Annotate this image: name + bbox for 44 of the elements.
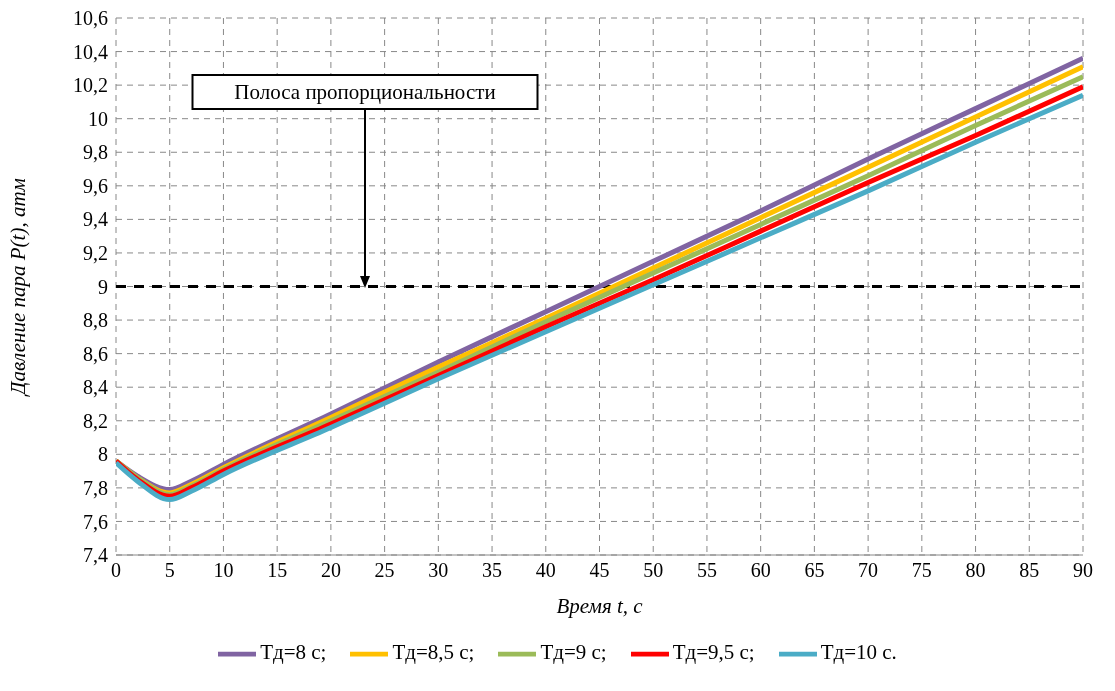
legend-label: Тд=10 с.: [820, 639, 897, 664]
y-tick-label: 10,6: [73, 7, 108, 30]
legend-label: Тд=9 с;: [540, 639, 607, 664]
x-tick-label: 5: [164, 559, 175, 582]
x-tick-label: 20: [320, 559, 341, 582]
y-axis-title: Давление пара P(t), атм: [6, 178, 31, 397]
legend-label: Тд=9,5 с;: [672, 639, 755, 664]
x-tick-label: 25: [374, 559, 395, 582]
x-tick-label: 0: [111, 559, 121, 582]
x-tick-label: 75: [911, 559, 932, 582]
y-tick-label: 8,6: [83, 342, 108, 365]
annotation: Полоса пропорциональности: [234, 80, 496, 104]
legend-label: Тд=8 с;: [260, 639, 327, 664]
x-tick-label: 60: [750, 559, 771, 582]
x-tick-label: 35: [482, 559, 503, 582]
x-tick-label: 30: [428, 559, 449, 582]
x-tick-label: 15: [267, 559, 288, 582]
y-tick-label: 7,6: [83, 510, 108, 533]
x-tick-label: 55: [696, 559, 717, 582]
x-tick-label: 85: [1019, 559, 1040, 582]
x-tick-label: 90: [1073, 559, 1093, 582]
x-tick-label: 10: [213, 559, 234, 582]
x-tick-label: 45: [589, 559, 610, 582]
x-tick-label: 50: [643, 559, 664, 582]
y-tick-label: 9,8: [83, 141, 108, 164]
y-tick-label: 10,2: [73, 74, 108, 97]
y-tick-label: 8,8: [83, 309, 108, 332]
x-tick-label: 40: [535, 559, 556, 582]
y-tick-label: 8,2: [83, 409, 108, 432]
y-tick-label: 10,4: [73, 40, 108, 63]
y-tick-label: 7,8: [83, 476, 108, 499]
y-tick-label: 9,6: [83, 174, 108, 197]
y-tick-label: 10: [88, 107, 108, 130]
y-tick-label: 8,4: [83, 376, 108, 399]
y-tick-label: 9,4: [83, 208, 108, 231]
y-tick-label: 7,4: [83, 544, 108, 567]
y-tick-label: 9: [98, 275, 108, 298]
x-tick-label: 80: [965, 559, 986, 582]
x-tick-label: 65: [804, 559, 825, 582]
x-axis-title: Время t, с: [556, 594, 644, 618]
legend-label: Тд=8,5 с;: [392, 639, 475, 664]
x-tick-label: 70: [858, 559, 879, 582]
y-tick-label: 9,2: [83, 242, 108, 265]
y-tick-label: 8: [98, 443, 108, 466]
